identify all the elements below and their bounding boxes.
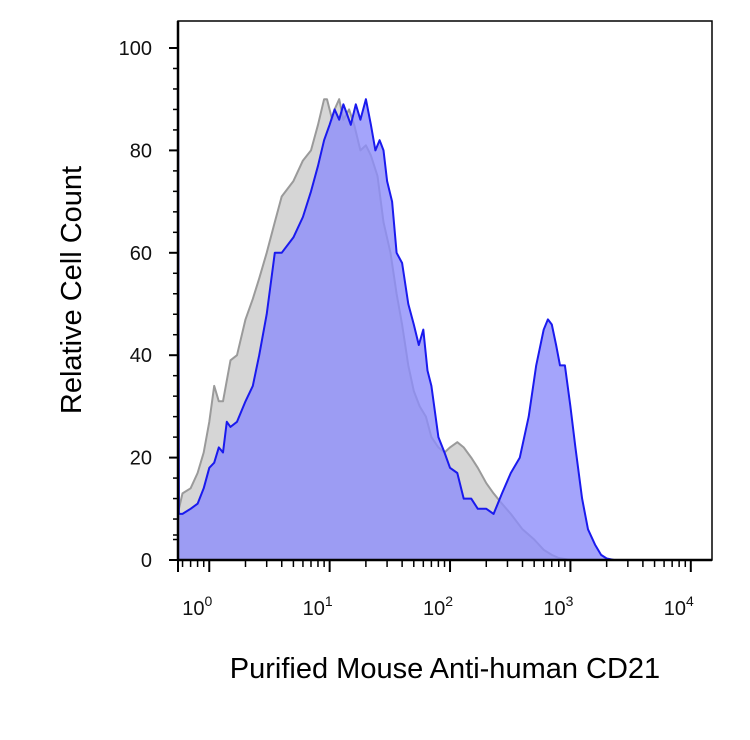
x-tick-label: 102 xyxy=(423,593,453,620)
y-tick-label: 100 xyxy=(119,38,152,60)
axes-layer xyxy=(169,20,713,572)
x-axis-title: Purified Mouse Anti-human CD21 xyxy=(230,653,660,685)
y-tick-label: 80 xyxy=(130,140,152,162)
x-tick-label: 104 xyxy=(664,593,694,620)
y-tick-label: 60 xyxy=(130,243,152,265)
series-2-area xyxy=(178,73,712,560)
y-axis-title: Relative Cell Count xyxy=(56,166,88,414)
x-tick-label: 100 xyxy=(182,593,212,620)
x-tick-label: 101 xyxy=(303,593,333,620)
series-2-line xyxy=(177,73,712,561)
y-tick-label: 40 xyxy=(130,345,152,367)
tick-labels-layer: 0 20 40 60 80 100 100 101 102 103 104 xyxy=(119,38,694,620)
x-tick-label: 103 xyxy=(543,593,573,620)
series-layer xyxy=(177,73,712,561)
y-tick-label: 0 xyxy=(141,550,152,572)
y-tick-label: 20 xyxy=(130,448,152,470)
